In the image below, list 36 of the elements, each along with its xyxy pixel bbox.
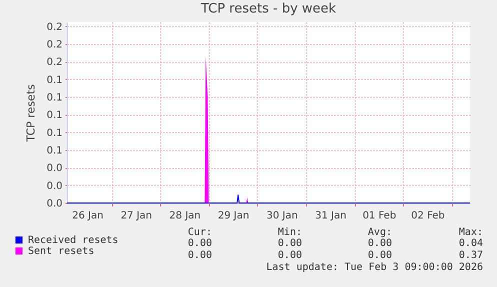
chart-title: TCP resets - by week [200, 1, 337, 16]
y-tick-label: 0.1 [46, 146, 62, 157]
text: 0.04 [458, 238, 483, 249]
x-tick-label: 30 Jan [266, 210, 298, 222]
x-tick-label: 02 Feb [411, 210, 445, 222]
text: Last update: Tue Feb 3 09:00:00 2026 [266, 262, 483, 273]
text: 0.37 [458, 250, 483, 261]
y-tick-label: 0.1 [46, 74, 62, 86]
x-tick-label: 29 Jan [218, 210, 250, 222]
text: 0.00 [278, 250, 302, 261]
text: 0.00 [278, 238, 302, 249]
y-tick-label: 0.2 [46, 22, 62, 33]
x-tick-label: 31 Jan [315, 210, 346, 222]
y-tick-label: 0.2 [46, 40, 62, 51]
text: 0.00 [368, 250, 392, 261]
text: 0.00 [188, 250, 212, 261]
legend-label: Received resets [28, 235, 118, 246]
text: Min: [278, 227, 302, 238]
y-tick-label: 0.0 [46, 180, 62, 192]
text: 0.00 [188, 238, 212, 249]
y-tick-label: 0.2 [46, 57, 62, 68]
text: 0.00 [368, 238, 392, 249]
y-tick-label: 0.1 [46, 110, 62, 122]
y-tick-label: 0.1 [46, 128, 62, 139]
y-axis-title: TCP resets [24, 84, 38, 143]
legend-label: Sent resets [28, 246, 94, 257]
x-tick-label: 28 Jan [169, 210, 201, 222]
y-tick-label: 0.1 [46, 92, 62, 104]
x-tick-label: 26 Jan [72, 210, 104, 222]
y-tick-label: 0.0 [46, 163, 62, 174]
text: Avg: [368, 227, 392, 238]
x-tick-label: 01 Feb [362, 210, 396, 222]
text: Cur: [188, 227, 212, 238]
x-tick-label: 27 Jan [120, 210, 152, 222]
y-tick-label: 0.0 [46, 198, 62, 210]
text: Max: [458, 227, 483, 238]
